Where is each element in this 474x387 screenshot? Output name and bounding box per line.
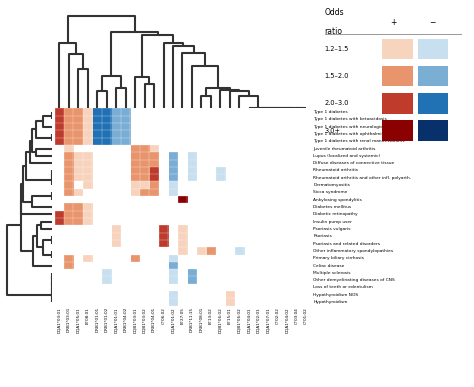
- Text: ratio: ratio: [325, 27, 343, 36]
- Text: −: −: [428, 18, 435, 27]
- Bar: [383, 66, 413, 86]
- Bar: [418, 39, 448, 59]
- Text: 3.0+: 3.0+: [325, 128, 341, 134]
- Text: 1.5–2.0: 1.5–2.0: [325, 73, 349, 79]
- Bar: [418, 66, 448, 86]
- Text: 2.0–3.0: 2.0–3.0: [325, 100, 349, 106]
- Bar: [383, 39, 413, 59]
- Text: Odds: Odds: [325, 8, 344, 17]
- Bar: [383, 120, 413, 141]
- Bar: [418, 93, 448, 114]
- Bar: [418, 120, 448, 141]
- Text: +: +: [390, 18, 397, 27]
- Text: 1.2–1.5: 1.2–1.5: [325, 46, 349, 52]
- Bar: [383, 93, 413, 114]
